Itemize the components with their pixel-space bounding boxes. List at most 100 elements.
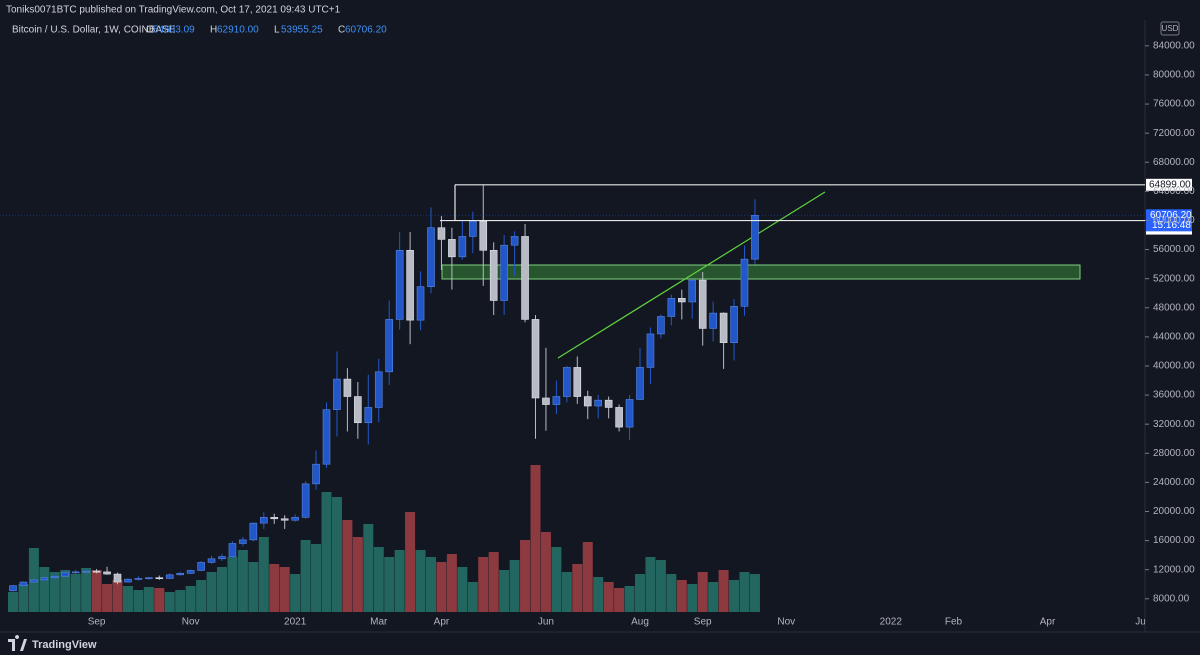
volume-bar: [540, 532, 551, 612]
x-tick-label: Jun: [538, 617, 554, 628]
volume-bar: [666, 574, 677, 612]
volume-bar: [635, 574, 645, 612]
candle-body: [197, 562, 205, 571]
volume-bar: [81, 568, 92, 612]
candle-body: [636, 367, 644, 400]
volume-bar: [70, 574, 81, 612]
volume-bar: [488, 552, 499, 612]
volume-bar: [572, 564, 583, 612]
candle-body: [531, 319, 540, 399]
candle-body: [312, 463, 320, 485]
symbol: Bitcoin / U.S. Dollar, 1W, COINBASE: [12, 25, 176, 36]
ohlc-value: 60706.20: [345, 25, 387, 36]
candle-body: [291, 517, 299, 521]
y-tick-label: 36000.00: [1153, 390, 1195, 401]
candle-body: [542, 397, 550, 405]
logo: TradingView: [8, 635, 97, 651]
candle-body: [270, 517, 279, 520]
candle-body: [354, 396, 362, 424]
candle-body: [228, 543, 237, 557]
volume-bar: [18, 584, 29, 612]
volume-bar: [258, 537, 269, 612]
y-tick-label: 64000.00: [1153, 186, 1195, 197]
volume-bar: [363, 524, 374, 612]
y-tick-label: 20000.00: [1153, 506, 1195, 517]
volume-bar: [143, 587, 154, 612]
candle-body: [165, 574, 174, 579]
x-tick-label: Apr: [434, 617, 450, 628]
volume-bar: [237, 550, 248, 612]
volume-bar: [708, 582, 719, 612]
price-tag-label: 64899.00: [1149, 179, 1191, 190]
volume-bar: [614, 588, 625, 612]
candle-body: [333, 378, 341, 410]
candle-body: [604, 399, 613, 408]
candle-body: [552, 396, 561, 405]
candle-body: [186, 570, 195, 574]
currency: USD: [1162, 24, 1179, 33]
volume-bar: [217, 567, 227, 612]
x-tick-label: Jul: [1135, 617, 1148, 628]
candle-body: [427, 227, 435, 287]
volume-bar: [112, 580, 123, 612]
volume-bar: [655, 560, 666, 612]
candle-body: [61, 572, 70, 577]
volume-bar: [269, 564, 280, 612]
candle-body: [30, 579, 38, 583]
volume-bar: [206, 572, 217, 612]
volume-bar: [196, 580, 207, 612]
candle-body: [259, 517, 268, 524]
volume-bar: [279, 567, 290, 612]
y-tick-label: 32000.00: [1153, 419, 1195, 430]
volume-bar: [300, 540, 311, 612]
currency-box: [1160, 21, 1180, 36]
y-tick-label: 16000.00: [1153, 535, 1195, 546]
x-tick-label: Mar: [370, 617, 388, 628]
ohlc-key: H: [210, 25, 217, 36]
x-tick-label: Feb: [945, 617, 963, 628]
volume-bar: [603, 582, 614, 612]
volume-bar: [321, 492, 332, 612]
x-tick-label: Sep: [694, 617, 712, 628]
volume-bar: [60, 570, 71, 612]
y-tick-label: 40000.00: [1153, 361, 1195, 372]
y-tick-label: 24000.00: [1153, 477, 1195, 488]
ohlc-value: 53955.25: [281, 25, 323, 36]
support-zone: [441, 264, 1081, 280]
candle-body: [458, 236, 467, 258]
volume-bar: [718, 570, 729, 612]
volume-bar: [457, 567, 468, 612]
x-tick-label: 2021: [284, 617, 307, 628]
volume-bar: [582, 542, 593, 612]
y-tick-label: 44000.00: [1153, 332, 1195, 343]
candles: [9, 184, 759, 592]
volume-bar: [426, 557, 436, 612]
ohlc-value: 62910.00: [217, 25, 259, 36]
volume-bar: [405, 512, 416, 612]
volume-bar: [624, 586, 635, 612]
y-tick-label: 8000.00: [1153, 593, 1190, 604]
volume-bar: [185, 586, 196, 612]
volume-bar: [311, 544, 322, 612]
candle-body: [280, 518, 289, 521]
candle-body: [374, 371, 383, 408]
volume-bar: [175, 590, 186, 612]
volume-bar: [697, 572, 708, 612]
candle-body: [406, 249, 414, 321]
logo-icon: [8, 635, 27, 651]
volume-bar: [561, 572, 572, 612]
candle-body: [322, 409, 331, 465]
candle-body: [740, 258, 749, 307]
volume-bar: [8, 592, 18, 612]
brand: TradingView: [32, 639, 97, 651]
volume-bar: [520, 540, 531, 612]
candle-body: [730, 306, 738, 343]
volume-bar: [227, 557, 238, 612]
candle-body: [510, 236, 519, 246]
x-tick-label: Apr: [1040, 617, 1056, 628]
volume-bar: [133, 590, 144, 612]
candle-body: [521, 236, 529, 320]
ohlc-legend: O 54683.09 H 62910.00 L 53955.25 C 60706.20: [146, 25, 387, 36]
volume-bar: [467, 582, 478, 612]
